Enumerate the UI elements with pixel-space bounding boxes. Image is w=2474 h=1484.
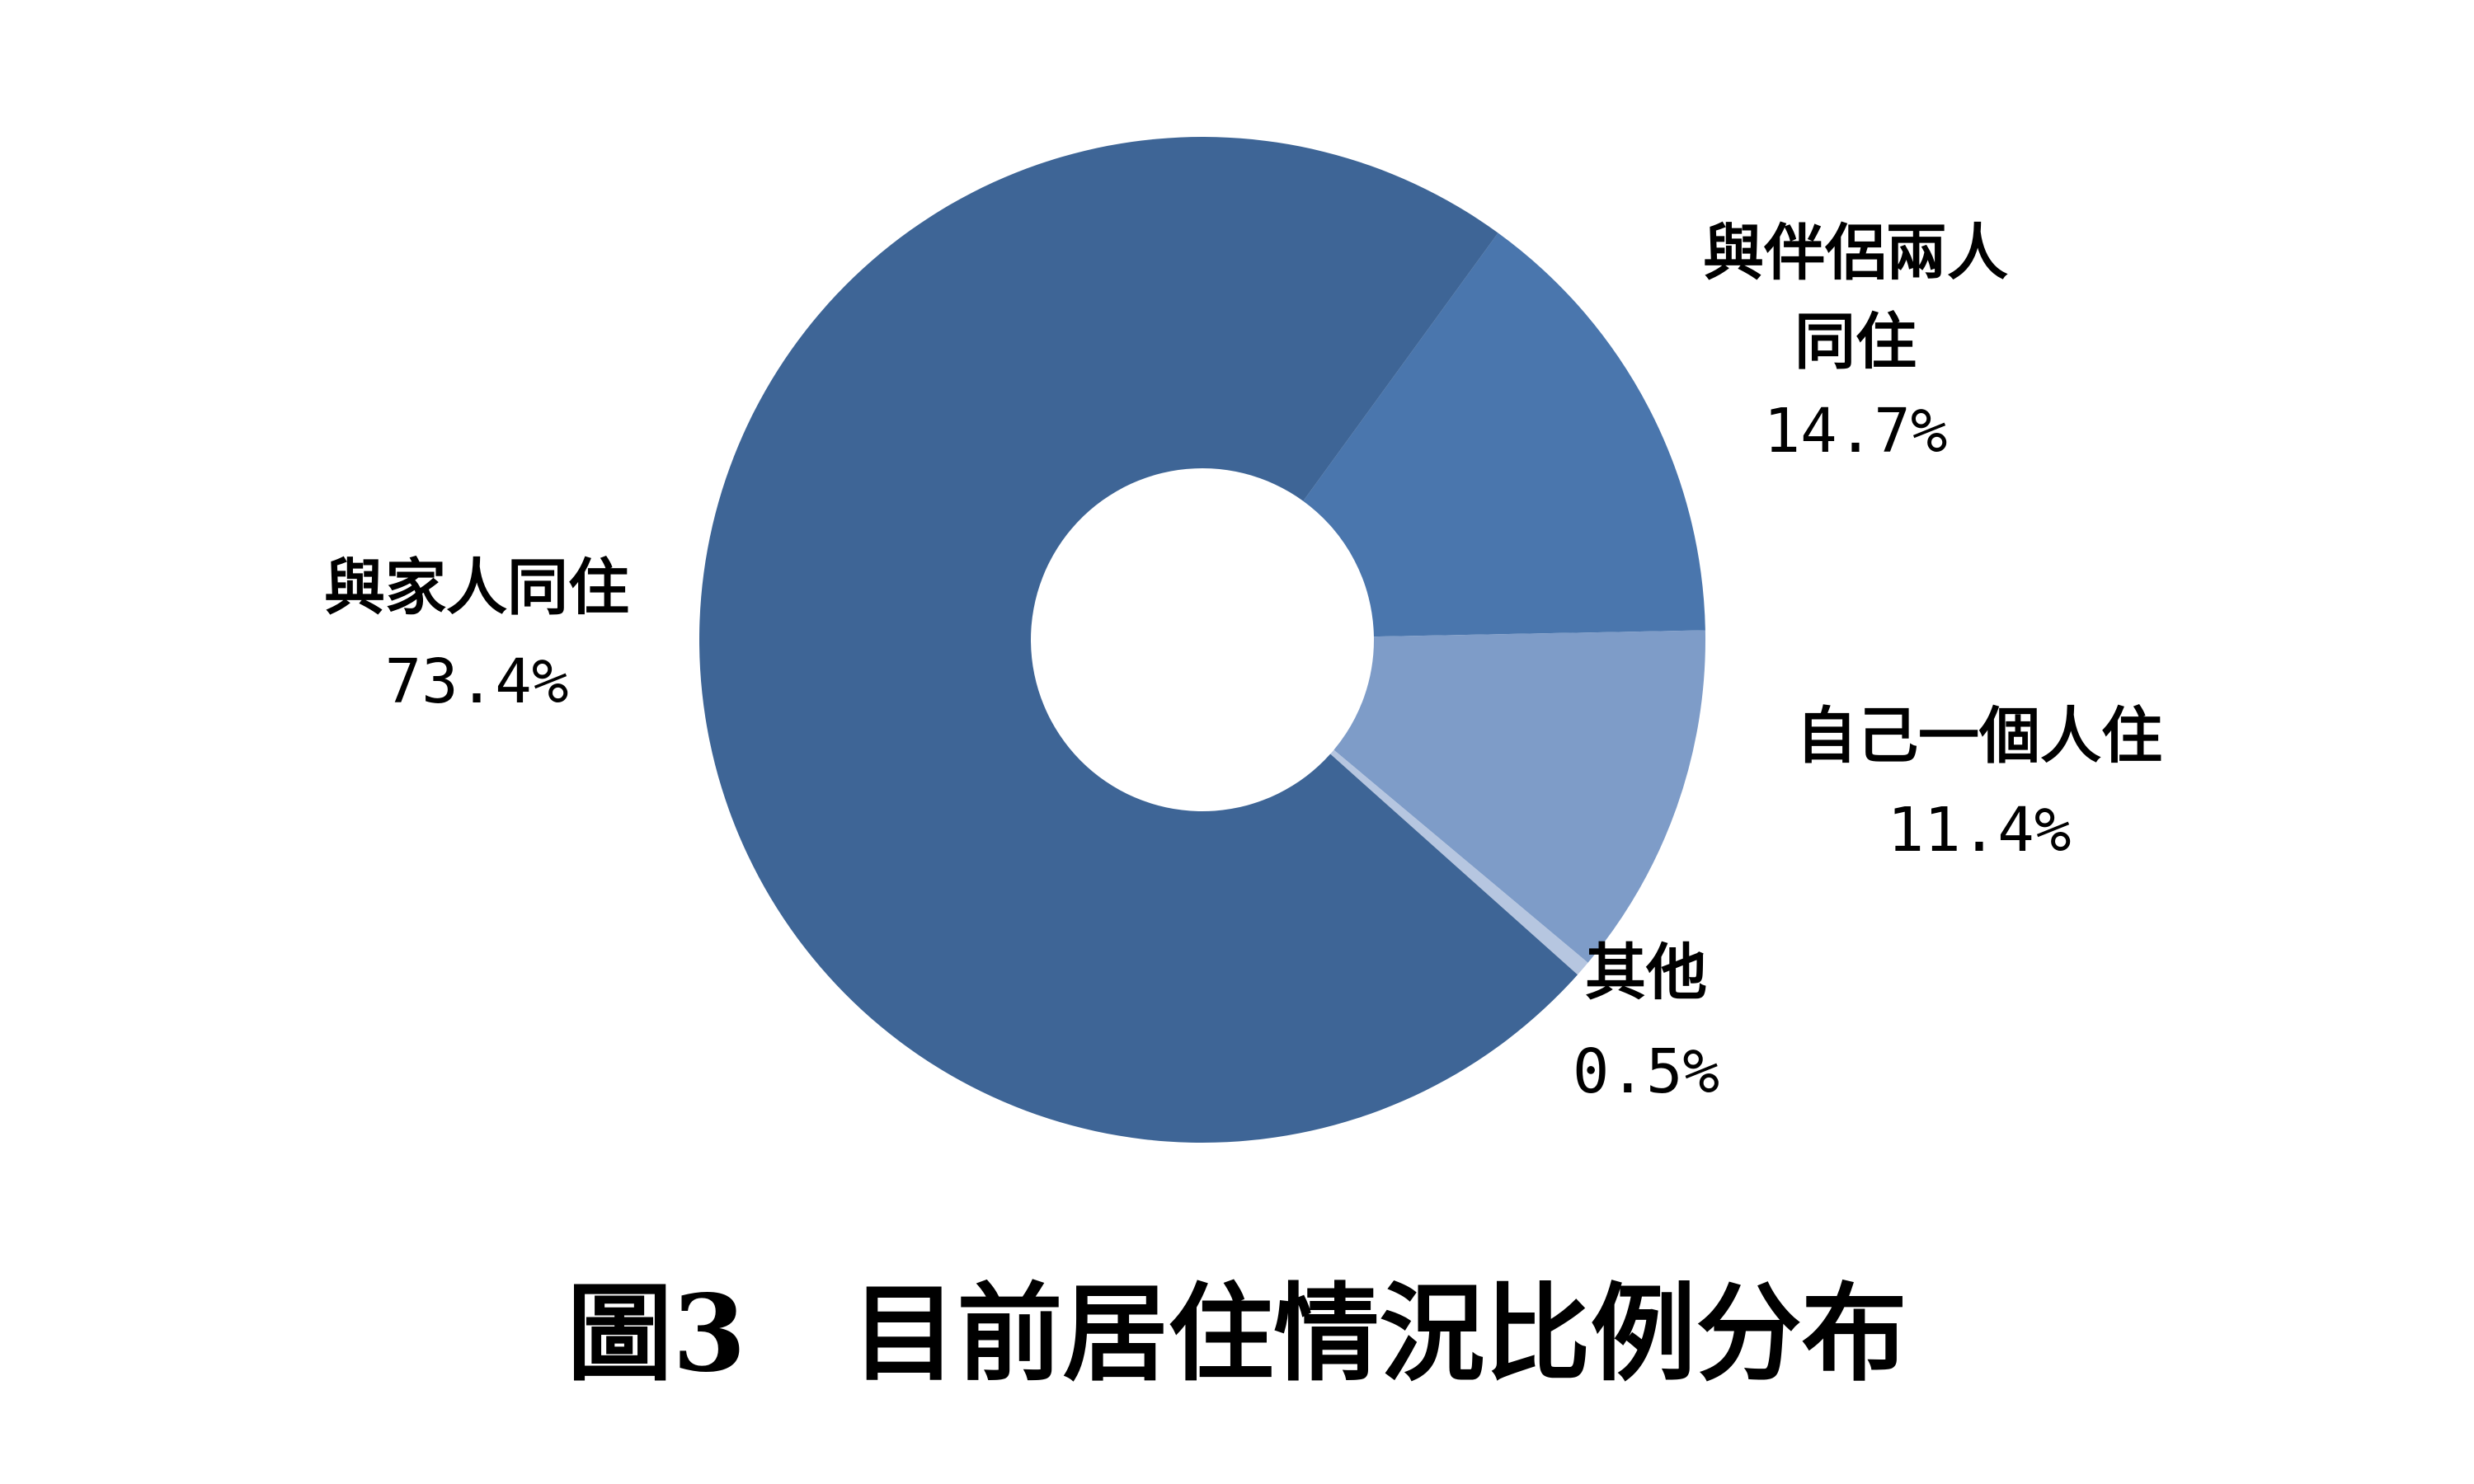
donut-slice-0 <box>1303 232 1705 637</box>
slice-value-label-3: 73.4% <box>385 646 569 717</box>
slice-category-label-0: 與伴侶兩人 <box>1703 218 2008 289</box>
slice-category-label-2: 其他 <box>1585 937 1707 1008</box>
donut-slices <box>699 136 1705 1144</box>
donut-slice-3 <box>699 136 1578 1144</box>
donut-slice-1 <box>1333 630 1705 963</box>
chart-title: 圖3 目前居住情況比例分布 <box>567 1272 1907 1396</box>
slice-value-label-0: 14.7% <box>1764 396 1948 467</box>
slice-value-label-2: 0.5% <box>1573 1036 1719 1107</box>
slice-category-label-0: 同住 <box>1794 307 1917 378</box>
slice-category-label-3: 與家人同住 <box>324 552 629 623</box>
slice-category-label-1: 自己一個人住 <box>1796 701 2162 772</box>
donut-slice-2 <box>1330 749 1588 975</box>
slice-value-label-1: 11.4% <box>1888 795 2072 866</box>
